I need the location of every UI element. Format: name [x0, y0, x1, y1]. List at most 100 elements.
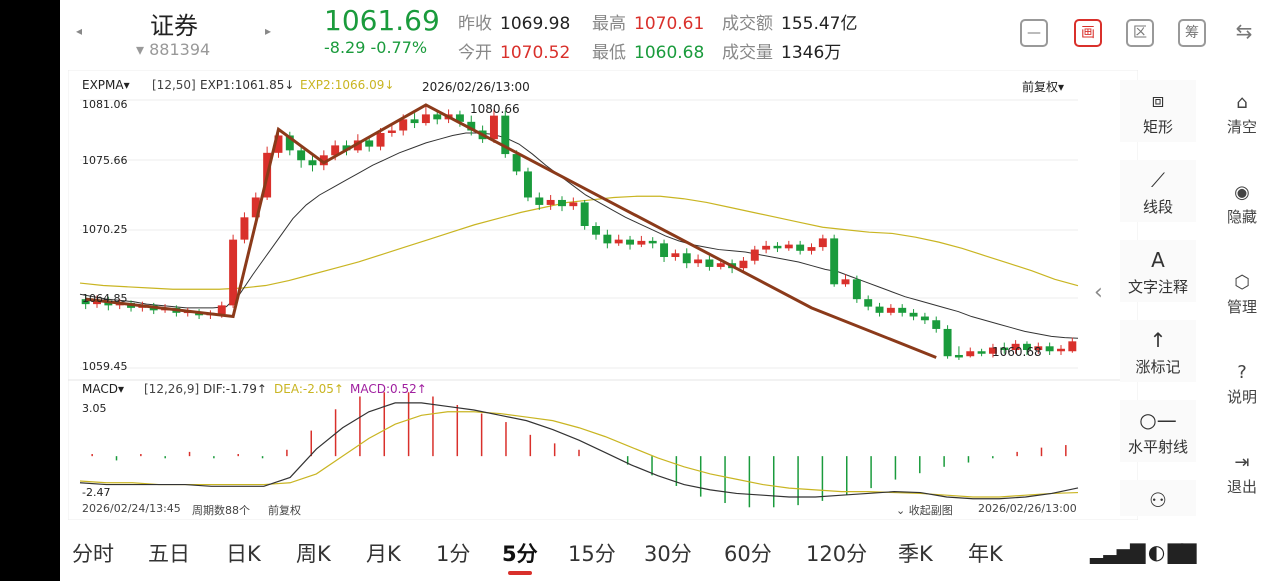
candle [682, 248, 691, 269]
stock-code[interactable]: ▾ 881394 [136, 40, 211, 59]
candle-body [988, 347, 997, 354]
tab-week[interactable]: 周K [296, 542, 331, 566]
dea-polyline [79, 411, 1079, 498]
candle-body [716, 263, 725, 267]
tab-intraday[interactable]: 分时 [72, 542, 114, 566]
tab-month[interactable]: 月K [366, 542, 401, 566]
next-stock-arrow[interactable]: ▸ [265, 24, 272, 38]
tab-year[interactable]: 年K [968, 542, 1003, 566]
tool-horizontal-ray[interactable]: ○— 水平射线 [1120, 400, 1196, 462]
candle [932, 316, 941, 333]
tab-60min[interactable]: 60分 [724, 542, 772, 566]
exp1-line [79, 132, 1079, 339]
amount-value: 155.47亿 [781, 14, 858, 34]
draw-button[interactable]: 画 [1074, 19, 1102, 47]
chips-button[interactable]: 筹 [1178, 19, 1206, 47]
candle-body [523, 171, 532, 198]
tool-rectangle[interactable]: ⧈ 矩形 [1120, 80, 1196, 142]
candle [660, 239, 669, 262]
start-time: 2026/02/24/13:45 [82, 502, 181, 515]
tool-pattern[interactable]: ⚇ [1120, 480, 1196, 516]
candle [1045, 342, 1054, 355]
candle-body [637, 240, 646, 245]
candle-body [966, 351, 975, 357]
candle-body [297, 150, 306, 161]
candle [1068, 337, 1077, 353]
segment-icon: ⟋ [1151, 168, 1165, 192]
macd-select[interactable]: MACD▾ [82, 382, 124, 396]
side-manage[interactable]: ⬡ 管理 [1220, 272, 1264, 317]
collapse-toolbar-icon[interactable]: ‹ [1094, 280, 1103, 305]
expma-params: [12,50] [152, 78, 196, 92]
candle-body [1000, 347, 1009, 351]
tab-30min[interactable]: 30分 [644, 542, 692, 566]
candle [909, 309, 918, 321]
side-clear[interactable]: ⌂ 清空 [1220, 92, 1264, 137]
tab-five-day[interactable]: 五日 [148, 542, 190, 566]
candle-body [682, 253, 691, 264]
candle [830, 234, 839, 287]
exit-icon: ⇥ [1234, 452, 1250, 473]
candle [433, 110, 442, 125]
candle [535, 192, 544, 210]
candle [229, 234, 238, 308]
last-marker: 1060.68 [992, 345, 1042, 359]
candle-body [671, 253, 680, 258]
candle-body [886, 307, 895, 313]
tool-label: 矩形 [1142, 118, 1173, 136]
candle-body [421, 114, 430, 124]
prev-close-value: 1069.98 [500, 14, 571, 34]
candle-body [217, 305, 226, 315]
candle [603, 229, 612, 249]
tool-up-mark[interactable]: ↑ 涨标记 [1120, 320, 1196, 382]
price-axis-3: 1064.85 [82, 292, 128, 305]
period-count: 周期数88个 [192, 504, 250, 517]
indicator-select[interactable]: EXPMA▾ [82, 78, 130, 92]
candle-body [818, 238, 827, 248]
chart-grid [68, 70, 1138, 520]
more-periods-icon[interactable]: ▂▃▅▇ ◐ ▇▇ [1090, 540, 1196, 564]
candle [558, 196, 566, 212]
candle [512, 150, 521, 176]
eye-icon: ◉ [1234, 182, 1250, 203]
tab-5min[interactable]: 5分 [502, 542, 538, 566]
macd-value: MACD:0.52↑ [350, 382, 427, 396]
rotate-screen-button[interactable]: ⇆ [1235, 19, 1253, 43]
minimize-button[interactable]: — [1020, 19, 1048, 47]
tab-day[interactable]: 日K [226, 542, 261, 566]
kline-chart[interactable] [68, 70, 1138, 520]
candle-body [285, 135, 294, 151]
tool-segment[interactable]: ⟋ 线段 [1120, 160, 1196, 222]
tab-quarter[interactable]: 季K [898, 542, 933, 566]
range-button[interactable]: 区 [1126, 19, 1154, 47]
candle [308, 154, 317, 172]
candle-body [569, 202, 578, 207]
candle [546, 194, 555, 210]
candle-body [864, 299, 873, 307]
side-hide[interactable]: ◉ 隐藏 [1220, 182, 1264, 227]
side-help[interactable]: ? 说明 [1220, 362, 1264, 407]
candle [954, 346, 963, 360]
high-marker: 1080.66 [470, 102, 520, 116]
clear-icon: ⌂ [1236, 92, 1248, 113]
candle [365, 136, 374, 152]
tab-120min[interactable]: 120分 [806, 542, 868, 566]
candle-body [251, 197, 260, 218]
quote-header: ◂ 证券 ▾ 881394 ▸ 1061.69 -8.29 -0.77% 昨收 1… [60, 0, 1280, 68]
tool-text-note[interactable]: A 文字注释 [1120, 240, 1196, 302]
candle-body [626, 239, 635, 245]
candle-body [81, 299, 90, 305]
exp2-line [79, 195, 1079, 290]
candle-body [807, 247, 816, 251]
tab-1min[interactable]: 1分 [436, 542, 471, 566]
tab-15min[interactable]: 15分 [568, 542, 616, 566]
candle [342, 140, 351, 156]
prev-stock-arrow[interactable]: ◂ [76, 24, 83, 38]
help-icon: ? [1237, 362, 1247, 383]
side-exit[interactable]: ⇥ 退出 [1220, 452, 1264, 497]
pattern-icon: ⚇ [1149, 488, 1167, 512]
candle-body [920, 316, 929, 321]
collapse-subchart-button[interactable]: ⌄ 收起副图 [896, 504, 953, 517]
candle-body [739, 260, 748, 269]
adjust-select[interactable]: 前复权▾ [1022, 80, 1065, 94]
